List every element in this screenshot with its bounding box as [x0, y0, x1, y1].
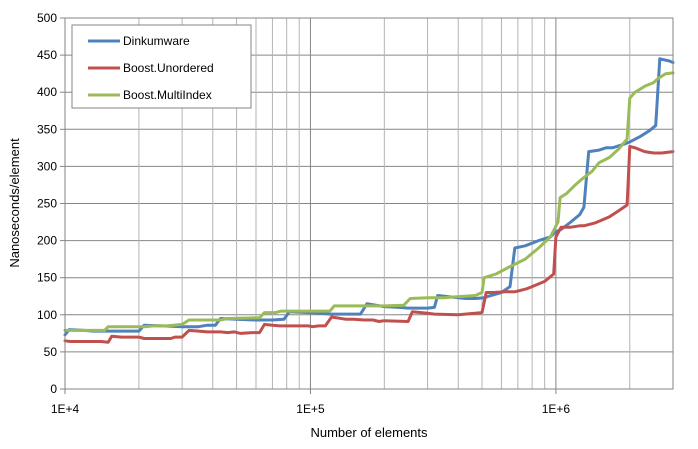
y-tick-label: 200 — [37, 234, 57, 248]
series-line-dinkumware — [63, 57, 675, 337]
y-tick-label: 350 — [37, 122, 57, 136]
x-tick-label: 1E+6 — [542, 402, 571, 416]
legend-label: Boost.Unordered — [123, 61, 214, 75]
y-axis-title: Nanoseconds/element — [7, 138, 22, 268]
x-axis-ticks: 1E+4 1E+5 1E+6 — [51, 389, 571, 416]
series-line-boost-unordered — [63, 144, 675, 344]
y-tick-label: 400 — [37, 85, 57, 99]
y-axis-ticks: 0 50 100 150 200 250 300 350 400 450 500 — [37, 11, 65, 396]
y-tick-label: 500 — [37, 11, 57, 25]
y-tick-label: 100 — [37, 308, 57, 322]
y-tick-label: 300 — [37, 159, 57, 173]
series-lines — [63, 57, 675, 344]
x-tick-label: 1E+5 — [296, 402, 325, 416]
legend-label: Dinkumware — [123, 34, 190, 48]
x-tick-label: 1E+4 — [51, 402, 80, 416]
x-axis-title: Number of elements — [310, 425, 428, 440]
y-tick-label: 450 — [37, 48, 57, 62]
y-tick-label: 0 — [50, 382, 57, 396]
y-tick-label: 50 — [44, 345, 58, 359]
series-line-boost-multiindex — [63, 71, 675, 332]
y-tick-label: 150 — [37, 271, 57, 285]
legend: Dinkumware Boost.Unordered Boost.MultiInde… — [71, 24, 252, 109]
y-tick-label: 250 — [37, 197, 57, 211]
legend-label: Boost.MultiIndex — [123, 88, 212, 102]
